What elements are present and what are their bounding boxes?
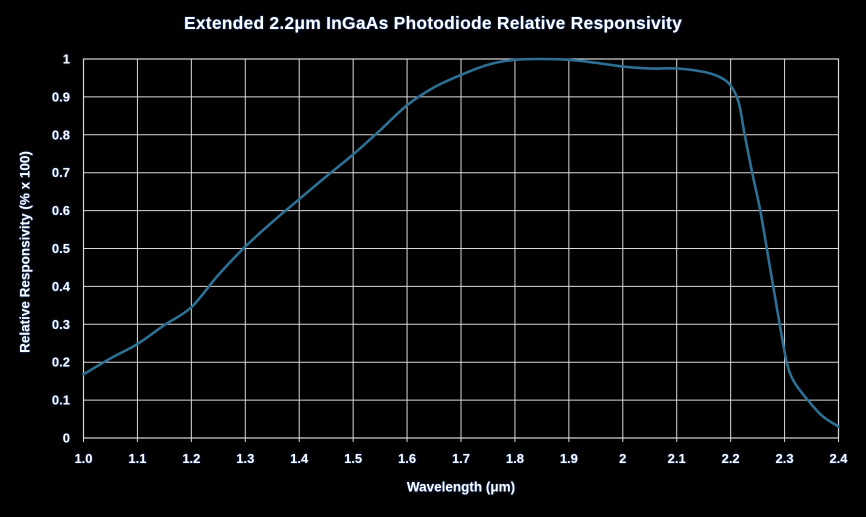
y-tick-label: 0.8 — [52, 127, 70, 142]
chart-title: Extended 2.2μm InGaAs Photodiode Relativ… — [183, 13, 682, 33]
x-tick-label: 2.3 — [776, 451, 794, 466]
y-tick-label: 0.3 — [52, 317, 70, 332]
x-tick-label: 1.5 — [344, 451, 362, 466]
x-tick-label: 1.7 — [452, 451, 470, 466]
y-tick-label: 0.7 — [52, 165, 70, 180]
y-tick-label: 0.6 — [52, 203, 70, 218]
x-tick-label: 2.4 — [829, 451, 848, 466]
plot-border — [82, 58, 840, 439]
x-tick-label: 1.3 — [236, 451, 254, 466]
responsivity-curve — [82, 57, 840, 428]
x-tick-label: 1.2 — [182, 451, 200, 466]
x-tick-label: 2.1 — [668, 451, 686, 466]
y-tick-label: 1 — [63, 52, 70, 67]
x-tick-label: 2 — [619, 451, 626, 466]
x-tick-label: 1.1 — [128, 451, 146, 466]
y-tick-label: 0.4 — [52, 279, 71, 294]
y-tick-label: 0 — [63, 431, 70, 446]
x-tick-label: 1.8 — [506, 451, 524, 466]
y-tick-label: 0.5 — [52, 241, 70, 256]
x-axis-title: Wavelength (μm) — [406, 479, 516, 495]
y-tick-label: 0.1 — [52, 393, 70, 408]
y-tick-label: 0.9 — [52, 89, 70, 104]
x-tick-label: 1.4 — [290, 451, 309, 466]
y-tick-label: 0.2 — [52, 355, 70, 370]
x-tick-label: 1.9 — [560, 451, 578, 466]
x-tick-label: 1.0 — [74, 451, 92, 466]
x-tick-label: 1.6 — [398, 451, 416, 466]
x-tick-label: 2.2 — [722, 451, 740, 466]
